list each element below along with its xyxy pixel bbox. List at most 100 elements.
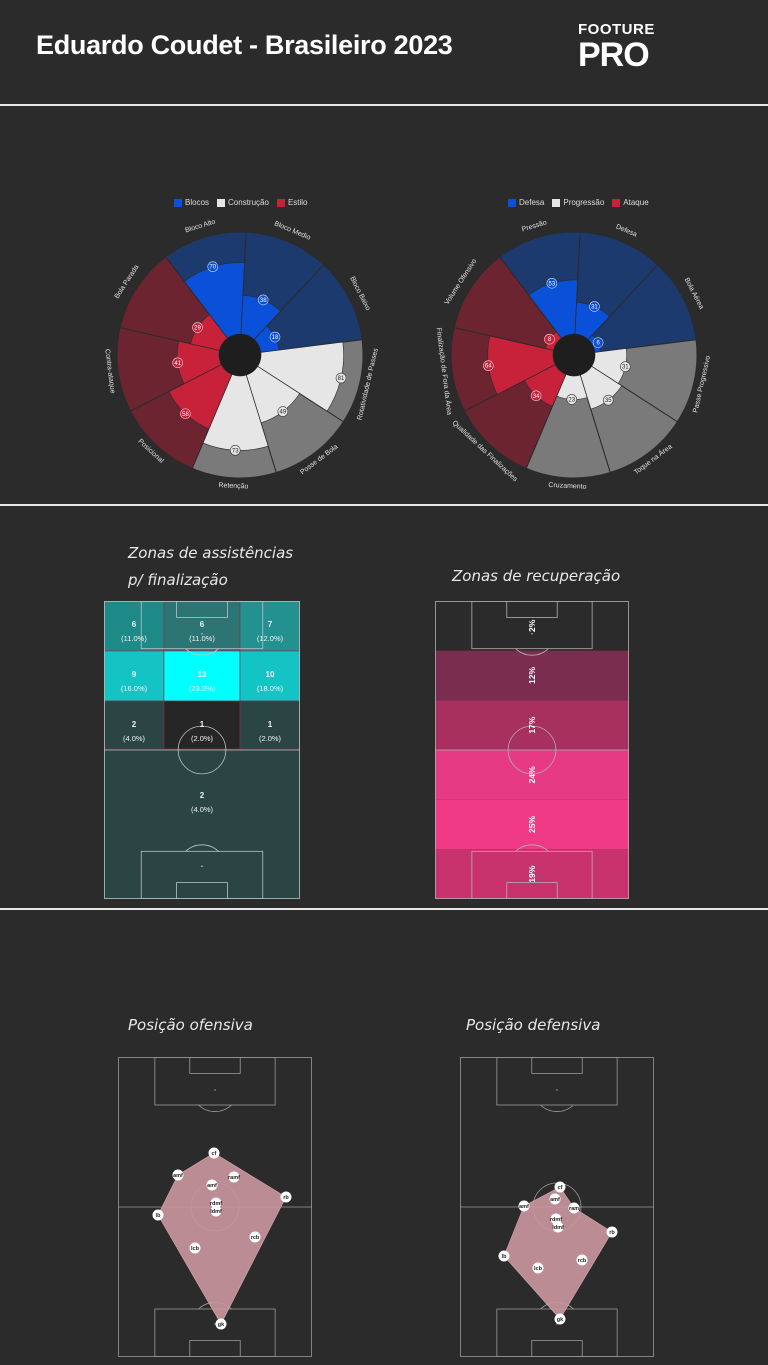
zone-count: 6 xyxy=(132,620,137,629)
goal-box-top xyxy=(531,1057,583,1074)
penalty-box-top xyxy=(471,601,593,650)
zone-count: 2 xyxy=(200,791,205,800)
value-badge xyxy=(229,445,241,456)
penalty-spot xyxy=(531,632,533,635)
player-marker xyxy=(206,1179,218,1191)
value-label: 31 xyxy=(591,305,598,311)
player-marker xyxy=(228,1171,240,1183)
player-label: cf xyxy=(558,1185,563,1191)
penalty-arc-top xyxy=(515,648,549,656)
player-marker xyxy=(552,1221,564,1233)
page-title: Eduardo Coudet - Brasileiro 2023 xyxy=(36,30,453,60)
header-divider xyxy=(0,104,768,106)
team-shape xyxy=(157,1152,287,1325)
value-label: 38 xyxy=(260,298,267,304)
zone-pct: (12.0%) xyxy=(257,634,284,643)
player-label: rcb xyxy=(578,1258,587,1264)
value-badge xyxy=(592,337,604,348)
value-label: 34 xyxy=(533,394,540,400)
value-badge xyxy=(483,360,494,372)
player-marker xyxy=(215,1318,227,1330)
legend-item: Construção xyxy=(217,198,269,207)
player-marker xyxy=(172,1169,184,1181)
recovery-pct: 19% xyxy=(527,865,537,882)
zone-count: 13 xyxy=(198,670,207,679)
recovery-pct: 17% xyxy=(527,716,537,733)
zone-count: 1 xyxy=(268,720,273,729)
penalty-spot xyxy=(201,865,203,868)
penalty-spot xyxy=(214,1089,216,1091)
penalty-arc-top xyxy=(198,1104,232,1112)
goal-box-top xyxy=(189,1057,241,1074)
zone-pct: (16.0%) xyxy=(121,684,148,693)
value-label: 73 xyxy=(232,448,239,454)
value-label: 64 xyxy=(485,364,492,370)
player-marker xyxy=(606,1226,618,1238)
goal-box-bottom xyxy=(531,1340,583,1357)
legend-item: Progressão xyxy=(552,198,604,207)
player-marker xyxy=(249,1231,261,1243)
player-label: ldmf xyxy=(210,1209,222,1215)
zone-pct: (4.0%) xyxy=(123,734,146,743)
penalty-arc-bottom xyxy=(185,844,219,852)
recovery-pct: 2% xyxy=(527,619,537,632)
defensive-position-pitch: cf amf ram amf rdmf ldmf rb lb lcb rcb gk xyxy=(460,1057,654,1357)
player-label: rb xyxy=(283,1195,289,1201)
value-label: 31 xyxy=(622,365,629,371)
defensive-position-title: Posição defensiva xyxy=(466,1016,601,1034)
recovery-band xyxy=(435,799,629,850)
legend-label: Estilo xyxy=(287,198,308,207)
assist-zones-subtitle: p/ finalização xyxy=(128,571,228,589)
value-badge xyxy=(257,294,269,306)
player-label: ram xyxy=(569,1206,579,1212)
zone-cell xyxy=(239,700,300,750)
value-label: 6 xyxy=(596,341,600,347)
category-label: Retenção xyxy=(218,482,248,490)
section-divider xyxy=(0,504,768,506)
player-label: rb xyxy=(609,1230,615,1236)
centre-circle xyxy=(507,725,557,775)
player-marker xyxy=(152,1209,164,1221)
player-label: ldmf xyxy=(552,1225,564,1231)
offensive-position-title: Posição ofensiva xyxy=(128,1016,253,1034)
value-badge xyxy=(602,394,614,406)
player-label: cf xyxy=(212,1151,217,1157)
player-label: gk xyxy=(557,1317,564,1323)
penalty-spot xyxy=(214,1323,216,1325)
penalty-arc-bottom xyxy=(515,844,549,852)
offensive-position-pitch: cf amf ramf amf rdmf ldmf rb lb lcb rcb gk xyxy=(118,1057,312,1357)
goal-box-bottom xyxy=(189,1340,241,1357)
player-marker xyxy=(518,1200,530,1212)
recovery-band xyxy=(435,601,629,651)
recovery-zones-title: Zonas de recuperação xyxy=(452,567,621,585)
value-badge xyxy=(207,261,219,273)
player-marker xyxy=(554,1313,566,1325)
zone-count: 7 xyxy=(268,620,273,629)
player-marker xyxy=(280,1191,292,1203)
zone-cell xyxy=(163,700,241,750)
value-label: 49 xyxy=(280,410,287,416)
category-label: Bloco Alto xyxy=(184,219,216,235)
goal-box-top xyxy=(506,601,558,618)
value-badge xyxy=(180,408,191,420)
penalty-arc-top xyxy=(540,1104,574,1112)
radar1-legend: Blocos Construção Estilo xyxy=(174,198,308,207)
centre-circle xyxy=(177,725,227,775)
value-label: 35 xyxy=(605,398,612,404)
recovery-pct: 25% xyxy=(527,816,537,833)
zone-count: 10 xyxy=(266,670,275,679)
value-label: 23 xyxy=(568,397,575,403)
player-label: lcb xyxy=(191,1246,200,1252)
section-divider xyxy=(0,908,768,910)
legend-item: Estilo xyxy=(276,198,308,207)
value-badge xyxy=(277,406,289,417)
zone-pct: (2.0%) xyxy=(191,734,214,743)
penalty-box-bottom xyxy=(471,850,593,899)
player-label: amf xyxy=(519,1204,529,1210)
player-label: lb xyxy=(156,1213,162,1219)
zone-count: 1 xyxy=(200,720,205,729)
recovery-band xyxy=(435,650,629,701)
player-marker xyxy=(210,1205,222,1217)
value-badge xyxy=(192,322,203,333)
